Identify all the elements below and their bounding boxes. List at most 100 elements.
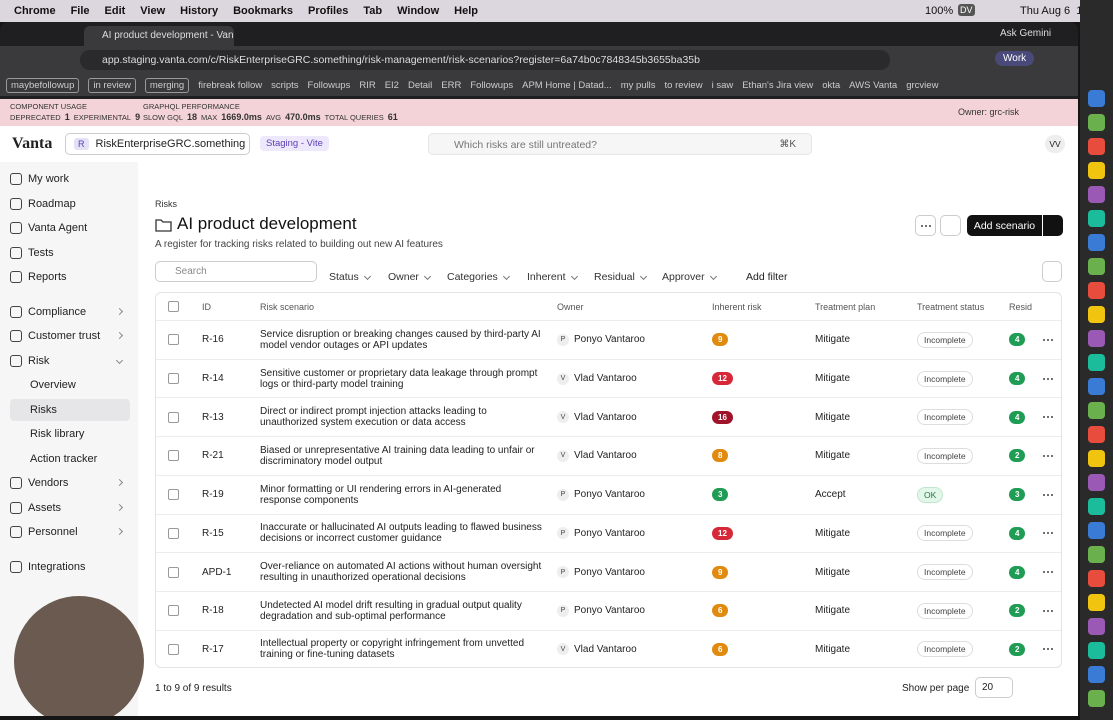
dock-icon[interactable] <box>1088 330 1105 347</box>
dock-icon[interactable] <box>1088 594 1105 611</box>
dock-icon[interactable] <box>1088 186 1105 203</box>
bookmark[interactable]: firebreak follow <box>198 79 263 91</box>
nav-item[interactable]: Customer trust <box>10 325 130 347</box>
table-row[interactable]: R-16 Service disruption or breaking chang… <box>156 320 1061 359</box>
menu-item[interactable]: History <box>180 5 219 17</box>
dock-icon[interactable] <box>1088 570 1105 587</box>
nav-item[interactable]: Action tracker <box>10 448 130 470</box>
filter[interactable]: Status <box>329 271 359 283</box>
profile-button[interactable]: Work <box>995 51 1035 66</box>
row-menu[interactable] <box>1041 553 1055 591</box>
nav-item[interactable]: Tests <box>10 242 130 264</box>
dock-icon[interactable] <box>1088 498 1105 515</box>
nav-item[interactable]: My work <box>10 168 130 190</box>
table-row[interactable]: R-13 Direct or indirect prompt injection … <box>156 397 1061 436</box>
filter[interactable]: Categories <box>447 271 498 283</box>
bookmark[interactable]: Followups <box>470 79 514 91</box>
filter[interactable]: Approver <box>662 271 705 283</box>
dock-icon[interactable] <box>1088 474 1105 491</box>
table-row[interactable]: R-14 Sensitive customer or proprietary da… <box>156 358 1061 398</box>
bookmark[interactable]: APM Home | Datad... <box>522 79 612 91</box>
nav-item[interactable]: Overview <box>10 374 130 396</box>
row-menu[interactable] <box>1041 631 1055 667</box>
avatar[interactable]: VV <box>1045 135 1065 153</box>
checkbox[interactable] <box>168 373 179 385</box>
add-menu-button[interactable] <box>1043 215 1063 236</box>
share-button[interactable] <box>940 215 961 236</box>
row-menu[interactable] <box>1041 437 1055 475</box>
menu-item[interactable]: Help <box>454 5 479 17</box>
menu-item[interactable]: Bookmarks <box>233 5 293 17</box>
bookmark[interactable]: okta <box>822 79 841 91</box>
filter[interactable]: Owner <box>388 271 419 283</box>
more-button[interactable] <box>915 215 936 236</box>
column-header[interactable]: Resid <box>1009 301 1033 312</box>
bookmark[interactable]: my pulls <box>620 79 656 91</box>
nav-item[interactable]: Assets <box>10 497 130 519</box>
bookmark[interactable]: scripts <box>271 79 299 91</box>
bookmark[interactable]: i saw <box>711 79 734 91</box>
checkbox[interactable] <box>168 450 179 462</box>
nav-item[interactable]: Reports <box>10 266 130 288</box>
dock-icon[interactable] <box>1088 642 1105 659</box>
column-header[interactable]: Risk scenario <box>260 301 315 312</box>
org-switcher[interactable]: R RiskEnterpriseGRC.something <box>65 133 250 155</box>
column-header[interactable]: Treatment plan <box>815 301 876 312</box>
menu-item[interactable]: Window <box>397 5 440 17</box>
dock-icon[interactable] <box>1088 306 1105 323</box>
checkbox[interactable] <box>168 527 179 539</box>
menu-item[interactable]: Profiles <box>308 5 349 17</box>
nav-item[interactable]: Personnel <box>10 521 130 543</box>
breadcrumb[interactable]: Risks <box>155 199 177 209</box>
row-menu[interactable] <box>1041 592 1055 630</box>
bookmark[interactable]: Detail <box>407 79 433 91</box>
dock-icon[interactable] <box>1088 138 1105 155</box>
dock-icon[interactable] <box>1088 522 1105 539</box>
column-header[interactable]: Owner <box>557 301 584 312</box>
menu-item[interactable]: Chrome <box>14 5 56 17</box>
checkbox[interactable] <box>168 605 179 617</box>
nav-item[interactable]: Risk library <box>10 423 130 445</box>
add-filter[interactable]: Add filter <box>746 271 788 283</box>
checkbox[interactable] <box>168 566 179 578</box>
nav-item[interactable]: Roadmap <box>10 193 130 215</box>
bookmark[interactable]: grcview <box>906 79 939 91</box>
nav-item[interactable]: Integrations <box>10 556 130 578</box>
bookmark[interactable]: merging <box>144 77 190 93</box>
checkbox[interactable] <box>168 489 179 501</box>
menu-item[interactable]: Edit <box>104 5 126 17</box>
dock-icon[interactable] <box>1088 210 1105 227</box>
nav-item[interactable]: Risk <box>10 350 130 372</box>
checkbox[interactable] <box>168 411 179 423</box>
menu-item[interactable]: View <box>140 5 166 17</box>
settings-button[interactable] <box>1042 261 1062 282</box>
table-row[interactable]: R-17 Intellectual property or copyright i… <box>156 629 1061 667</box>
dock-icon[interactable] <box>1088 618 1105 635</box>
search-bar[interactable]: Which risks are still untreated? ⌘K <box>428 133 812 155</box>
nav-item[interactable]: Risks <box>10 398 130 421</box>
filter[interactable]: Inherent <box>527 271 566 283</box>
row-menu[interactable] <box>1041 398 1055 436</box>
checkbox[interactable] <box>168 643 179 655</box>
bookmark[interactable]: AWS Vanta <box>849 79 898 91</box>
column-header[interactable]: Inherent risk <box>712 301 762 312</box>
dock-icon[interactable] <box>1088 546 1105 563</box>
dock-icon[interactable] <box>1088 282 1105 299</box>
dock-icon[interactable] <box>1088 90 1105 107</box>
dock-icon[interactable] <box>1088 378 1105 395</box>
dock-icon[interactable] <box>1088 426 1105 443</box>
dock-icon[interactable] <box>1088 354 1105 371</box>
dock-icon[interactable] <box>1088 234 1105 251</box>
table-row[interactable]: R-18 Undetected AI model drift resulting … <box>156 590 1061 630</box>
add-scenario-button[interactable]: Add scenario <box>967 215 1042 236</box>
bookmark[interactable]: to review <box>664 79 703 91</box>
table-row[interactable]: R-21 Biased or unrepresentative AI traini… <box>156 436 1061 475</box>
checkbox[interactable] <box>168 334 179 346</box>
bookmark[interactable]: EI2 <box>384 79 399 91</box>
table-search[interactable]: Search <box>155 261 317 282</box>
dock-icon[interactable] <box>1088 402 1105 419</box>
bookmark[interactable]: Ethan's Jira view <box>742 79 814 91</box>
nav-item[interactable]: Vendors <box>10 472 130 494</box>
nav-item[interactable]: Compliance <box>10 301 130 323</box>
bookmark[interactable]: Followups <box>307 79 351 91</box>
